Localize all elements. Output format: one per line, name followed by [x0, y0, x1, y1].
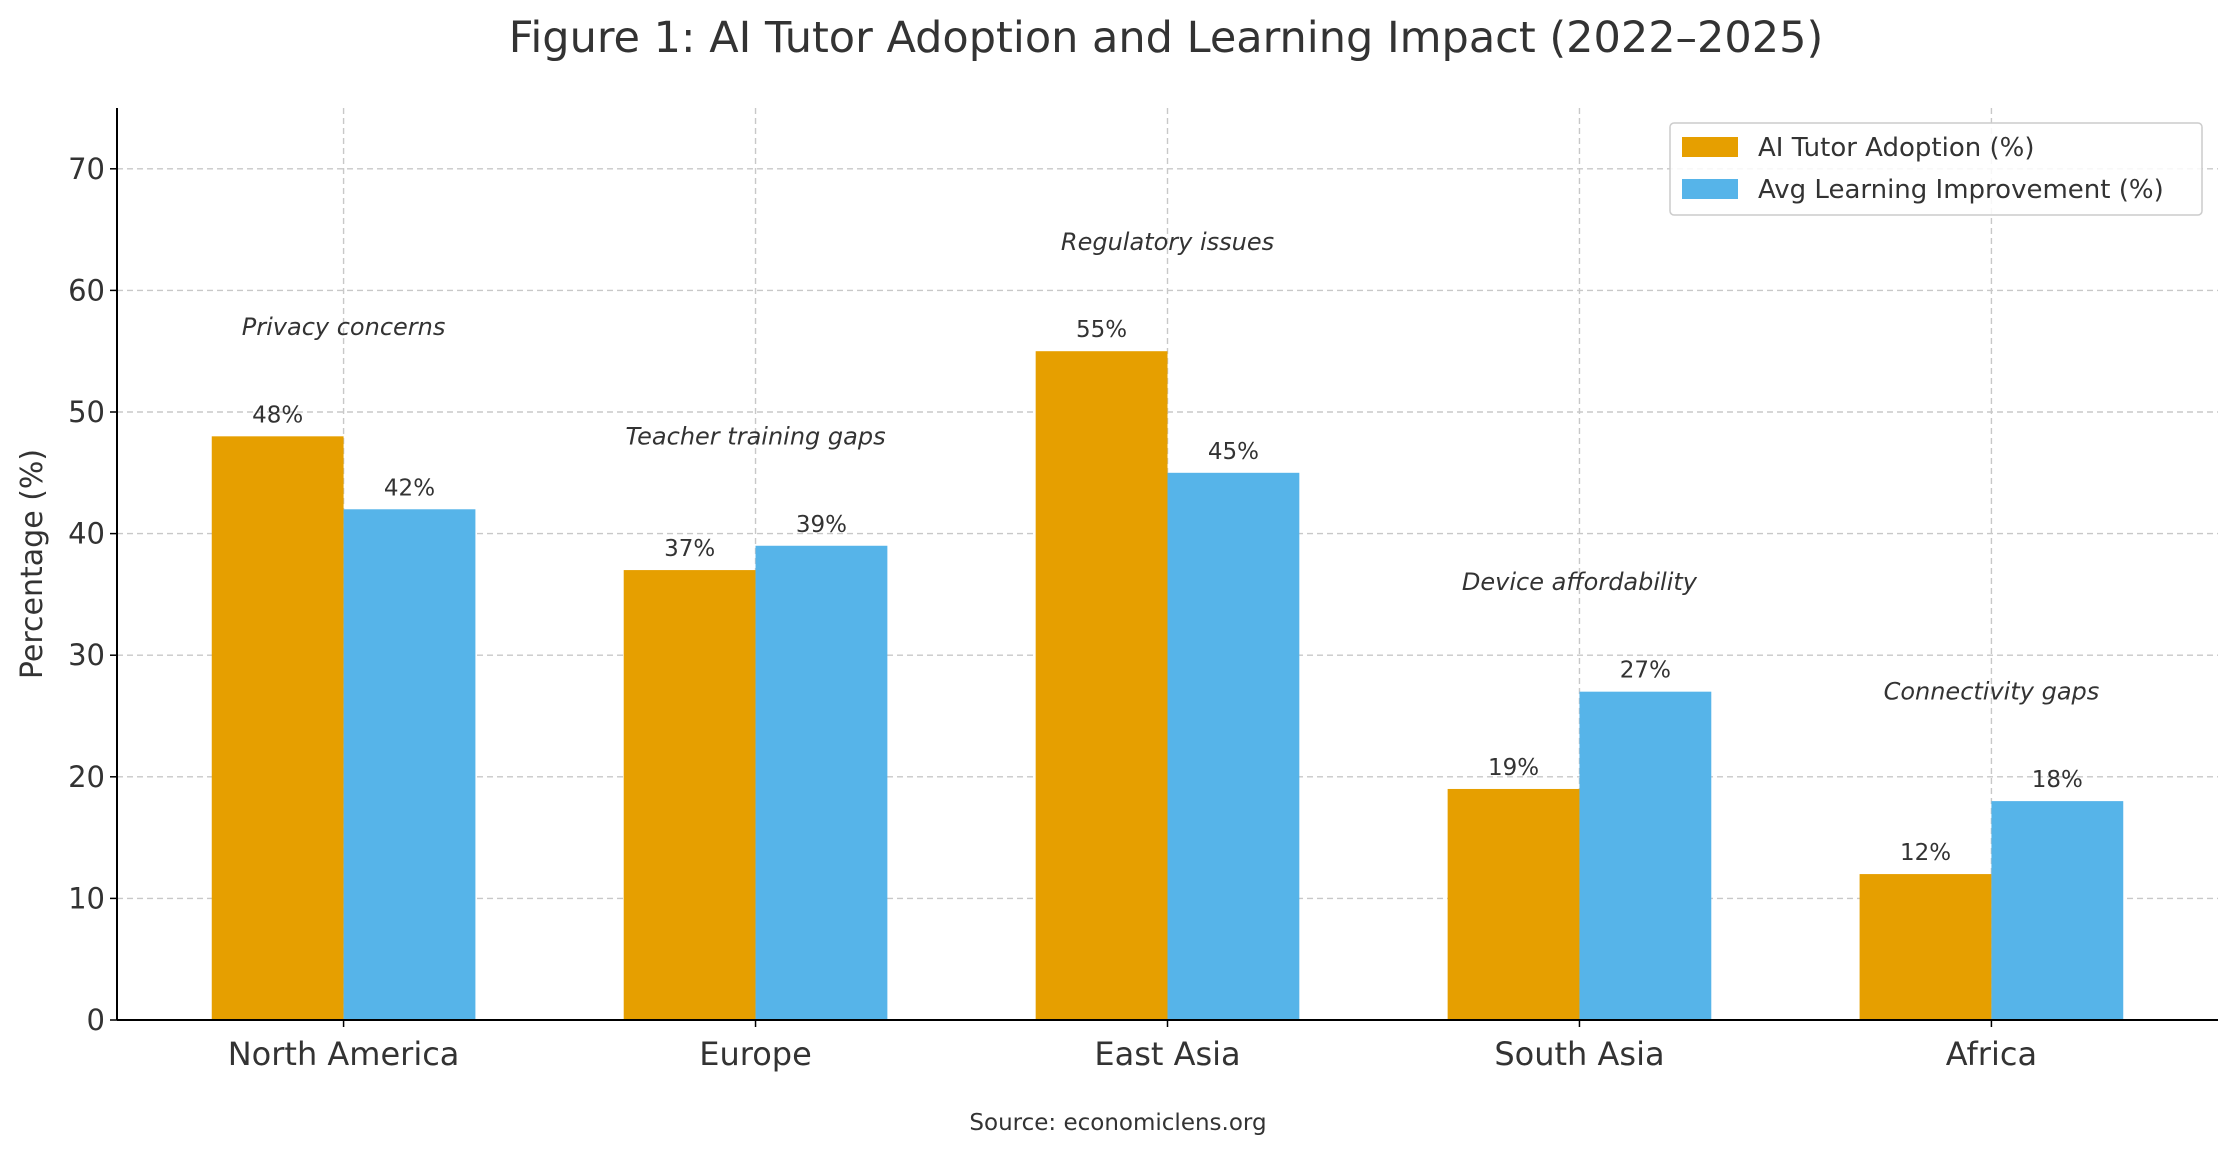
annotation: Privacy concerns	[242, 313, 446, 341]
legend-label: AI Tutor Adoption (%)	[1758, 133, 2035, 163]
bar	[343, 509, 476, 1020]
value-label: 37%	[664, 536, 715, 562]
value-label: 42%	[384, 475, 435, 501]
x-tick-label: Europe	[699, 1035, 812, 1073]
annotation: Connectivity gaps	[1884, 678, 2100, 706]
legend-swatch	[1682, 179, 1738, 199]
value-label: 48%	[252, 402, 303, 428]
x-tick-label: North America	[228, 1035, 460, 1073]
legend-label: Avg Learning Improvement (%)	[1758, 175, 2164, 205]
y-tick-label: 10	[68, 881, 105, 915]
bar	[1991, 801, 2124, 1020]
x-tick-label: Africa	[1946, 1035, 2037, 1073]
legend-box	[1669, 122, 2203, 216]
value-label: 55%	[1076, 317, 1127, 343]
legend-swatch	[1682, 137, 1738, 157]
y-tick-label: 50	[68, 395, 105, 429]
y-tick-label: 70	[68, 152, 105, 186]
x-tick-label: South Asia	[1494, 1035, 1664, 1073]
value-label: 12%	[1900, 840, 1951, 866]
value-label: 27%	[1620, 658, 1671, 684]
y-tick-label: 40	[68, 517, 105, 551]
bar	[1859, 874, 1992, 1020]
y-tick-label: 30	[68, 638, 105, 672]
y-tick-label: 60	[68, 273, 105, 307]
annotation: Regulatory issues	[1061, 228, 1274, 256]
value-label: 45%	[1208, 439, 1259, 465]
bar	[755, 545, 888, 1020]
bar	[1035, 351, 1168, 1020]
y-tick-label: 0	[87, 1003, 105, 1037]
annotation: Device affordability	[1462, 568, 1698, 596]
bar	[211, 436, 344, 1020]
bar	[1447, 788, 1580, 1020]
chart-title: Figure 1: AI Tutor Adoption and Learning…	[509, 13, 1824, 63]
value-label: 19%	[1488, 755, 1539, 781]
annotation: Teacher training gaps	[625, 422, 885, 450]
bar	[1167, 472, 1300, 1020]
bar	[623, 570, 756, 1020]
value-label: 18%	[2032, 767, 2083, 793]
bar	[1579, 691, 1712, 1020]
source-note: Source: economiclens.org	[969, 1110, 1266, 1136]
y-tick-label: 20	[68, 760, 105, 794]
y-axis-label: Percentage (%)	[15, 449, 50, 679]
value-label: 39%	[796, 512, 847, 538]
x-tick-label: East Asia	[1094, 1035, 1240, 1073]
